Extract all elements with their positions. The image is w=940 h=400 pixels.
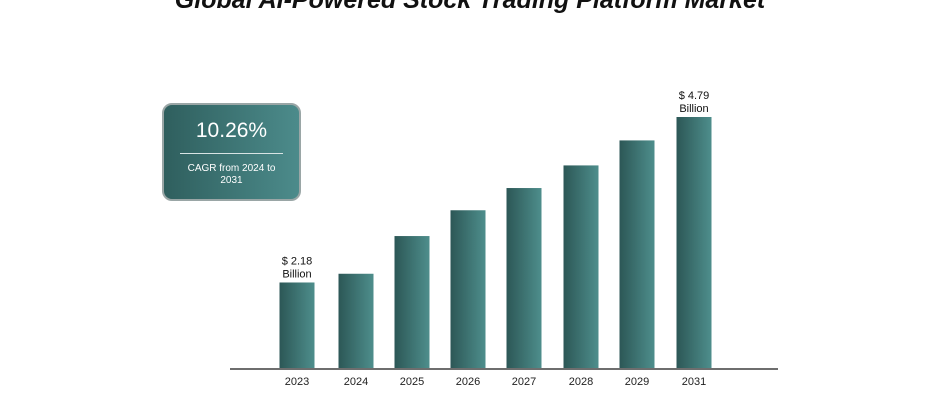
bar-2031 [676, 117, 712, 369]
chart-title: Global AI-Powered Stock Trading Platform… [174, 0, 766, 14]
bar-2024 [338, 273, 374, 369]
bar-2023 [279, 282, 315, 369]
bar-2028 [563, 165, 599, 369]
cagr-value: 10.26% [195, 119, 268, 142]
bar-2025 [394, 236, 430, 369]
x-tick-2028: 2028 [569, 376, 593, 388]
cagr-label: CAGR from 2024 to 2031 [187, 163, 276, 186]
x-tick-2025: 2025 [400, 376, 424, 388]
data-labels: $ 2.18 Billion $ 4.79 Billion [282, 90, 710, 280]
x-tick-2029: 2029 [625, 376, 649, 388]
x-tick-2027: 2027 [512, 376, 536, 388]
x-tick-2026: 2026 [456, 376, 480, 388]
cagr-card: 10.26% CAGR from 2024 to 2031 [162, 103, 301, 201]
data-label-2031: $ 4.79 Billion [679, 90, 710, 115]
bar-2026 [450, 210, 486, 369]
data-label-2023: $ 2.18 Billion [282, 255, 313, 280]
x-tick-labels: 2023 2024 2025 2026 2027 2028 2029 2031 [285, 376, 706, 388]
bar-2029 [619, 140, 655, 369]
bar-2027 [506, 188, 542, 369]
x-tick-2031: 2031 [682, 376, 706, 388]
x-tick-2023: 2023 [285, 376, 309, 388]
x-tick-2024: 2024 [344, 376, 368, 388]
bars-group [279, 117, 712, 369]
cagr-divider [180, 153, 283, 154]
